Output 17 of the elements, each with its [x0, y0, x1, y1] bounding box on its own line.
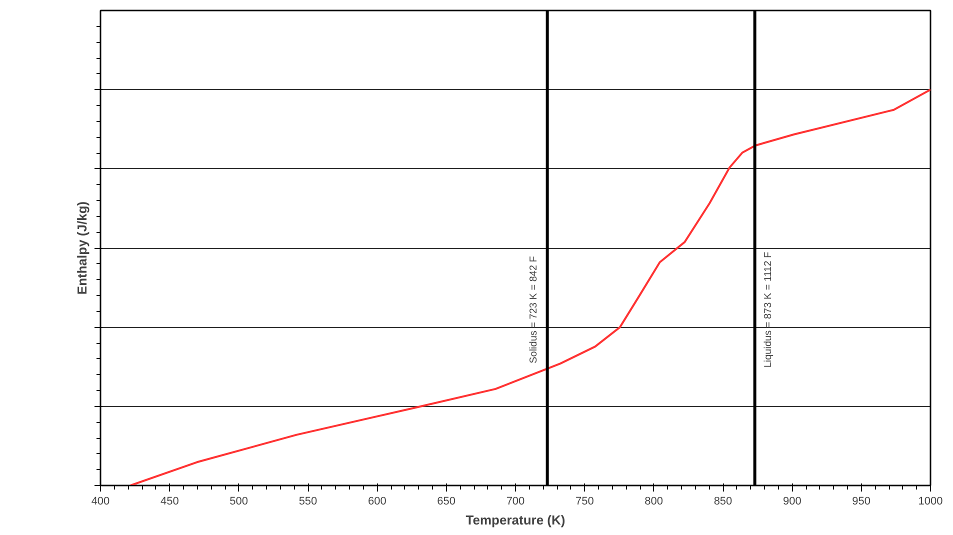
x-tick-label: 700 [506, 496, 525, 508]
x-tick-label: 750 [575, 496, 594, 508]
x-tick-label: 800 [644, 496, 664, 508]
x-tick-label: 850 [714, 496, 732, 508]
x-tick-label: 500 [230, 496, 248, 508]
x-axis-title: Temperature (K) [466, 512, 566, 528]
x-tick-label: 450 [160, 496, 179, 508]
y-axis-title: Enthalpy (J/kg) [74, 201, 90, 295]
x-tick-label: 550 [298, 496, 318, 508]
x-tick-label: 950 [852, 496, 871, 508]
x-tick-label: 900 [782, 496, 802, 508]
ref-line-label: Liquidus = 873 K = 1112 F [762, 252, 774, 368]
x-tick-label: 650 [437, 496, 456, 508]
ref-line-label: Solidus = 723 K = 842 F [528, 256, 540, 364]
x-tick-label: 1000 [918, 496, 943, 508]
x-tick-label: 600 [368, 496, 386, 508]
x-tick-label: 400 [91, 496, 110, 508]
